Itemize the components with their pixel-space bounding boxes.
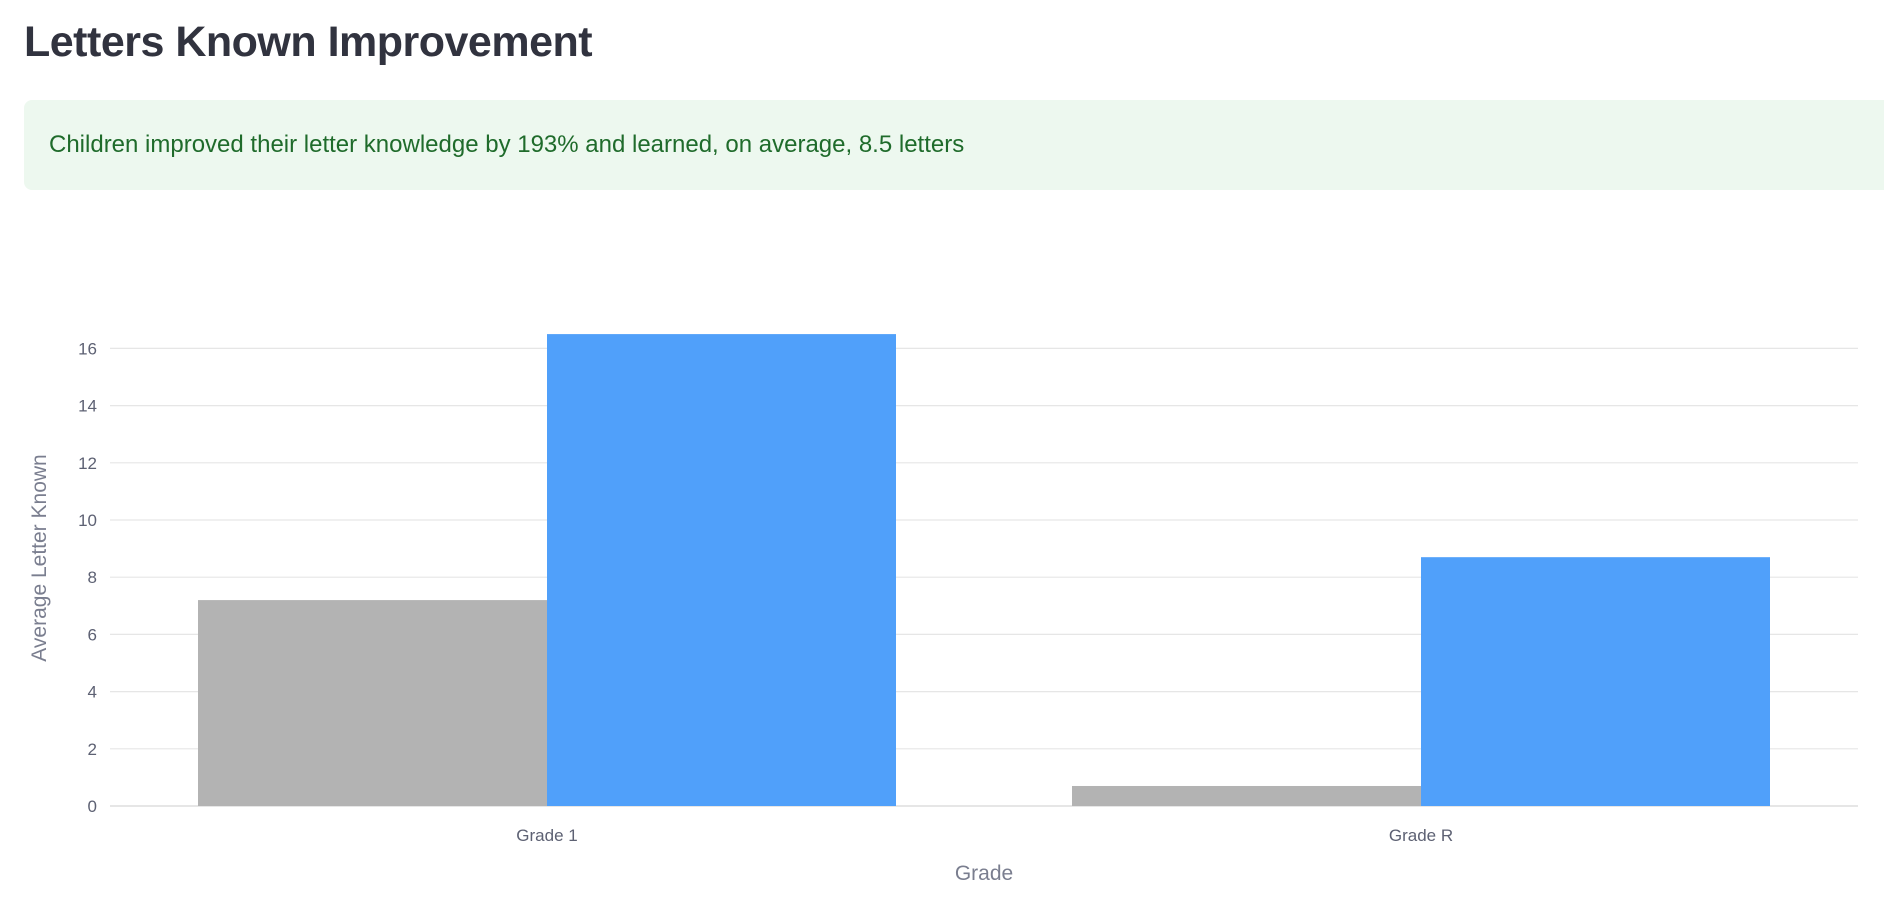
y-tick-label: 6 bbox=[88, 625, 97, 644]
bars bbox=[198, 334, 1770, 806]
bar-grade-r-series-2[interactable] bbox=[1421, 557, 1770, 806]
y-tick-label: 10 bbox=[78, 511, 97, 530]
y-tick-label: 4 bbox=[88, 683, 97, 702]
y-axis-ticks: 0 2 4 6 8 10 12 14 16 bbox=[78, 339, 97, 816]
y-tick-label: 2 bbox=[88, 740, 97, 759]
bar-grade-r-series-1[interactable] bbox=[1072, 785, 1421, 806]
bar-grade-1-series-2[interactable] bbox=[547, 334, 896, 806]
y-tick-label: 16 bbox=[78, 339, 97, 358]
y-tick-label: 0 bbox=[88, 797, 97, 816]
y-tick-label: 14 bbox=[78, 397, 97, 416]
page-title: Letters Known Improvement bbox=[24, 18, 593, 66]
bar-grade-1-series-1[interactable] bbox=[198, 600, 547, 806]
x-axis-title: Grade bbox=[955, 862, 1013, 885]
success-alert-text: Children improved their letter knowledge… bbox=[49, 131, 965, 158]
x-tick-label: Grade R bbox=[1389, 826, 1453, 845]
x-axis-ticks: Grade 1 Grade R bbox=[516, 826, 1453, 845]
y-tick-label: 8 bbox=[88, 568, 97, 587]
x-tick-label: Grade 1 bbox=[516, 826, 577, 845]
success-alert: Children improved their letter knowledge… bbox=[24, 100, 1884, 190]
y-axis-title: Average Letter Known bbox=[28, 454, 51, 661]
y-tick-label: 12 bbox=[78, 454, 97, 473]
